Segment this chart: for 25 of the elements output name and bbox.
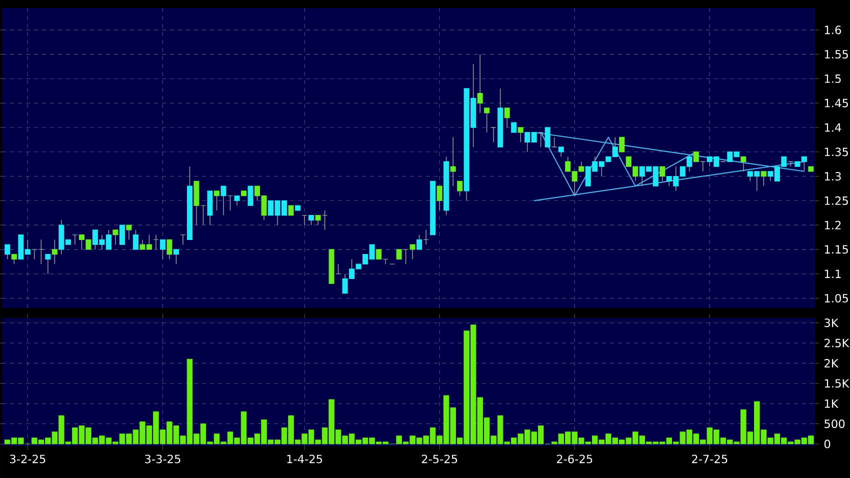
y-tick-label: 1.45 [824,98,848,108]
y-tick-label: 1.4 [824,123,842,132]
x-tick-label: 2-6-25 [556,454,592,464]
x-tick-label: 3-2-25 [10,454,46,464]
y-tick-label: 1.15 [824,245,848,254]
x-tick-label: 3-3-25 [145,454,180,464]
y-tick-label: 500 [824,419,845,428]
x-tick-label: 1-4-25 [287,454,322,464]
y-tick-label: 0 [824,440,830,448]
y-tick-label: 3K [824,318,839,328]
y-tick-label: 1.25 [824,196,848,205]
y-tick-label: 1.5 [824,74,841,83]
x-tick-label: 2-5-25 [422,454,458,464]
y-tick-label: 2.5K [824,338,850,348]
y-tick-label: 1.5K [824,379,850,388]
y-tick-label: 1.3 [824,172,841,181]
y-tick-label: 1.35 [824,148,848,156]
y-tick-label: 1.2 [824,220,841,230]
y-tick-label: 1.05 [824,294,848,303]
y-tick-label: 1.55 [824,50,848,59]
x-tick-label: 2-7-25 [692,454,728,464]
y-tick-label: 1.6 [824,26,842,34]
y-tick-label: 1K [824,399,839,408]
y-tick-label: 1.1 [824,270,841,278]
y-tick-label: 2K [824,359,839,368]
